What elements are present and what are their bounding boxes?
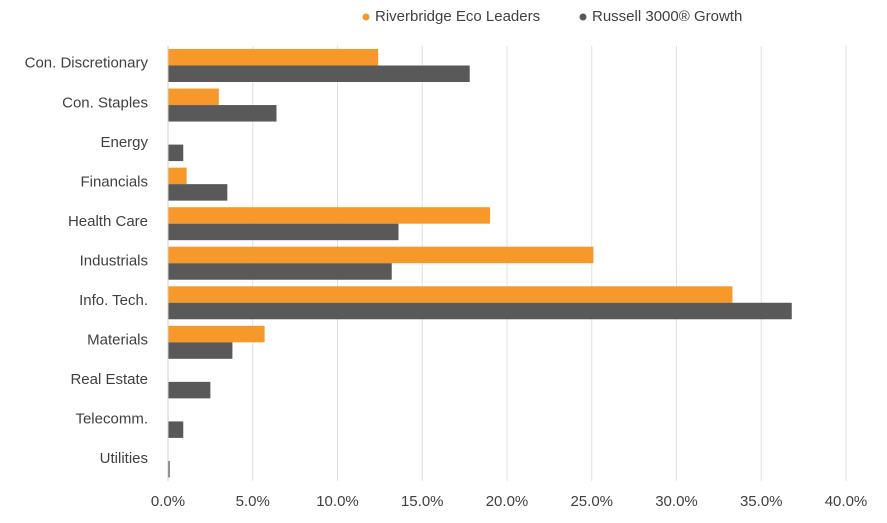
bar (168, 49, 379, 66)
legend-label: Riverbridge Eco Leaders (375, 8, 540, 25)
legend-marker (579, 13, 587, 21)
bar (168, 207, 491, 224)
x-tick-label: 25.0% (570, 493, 613, 510)
x-tick-label: 20.0% (486, 493, 529, 510)
bar (168, 223, 399, 241)
y-tick-label: Financials (80, 173, 148, 190)
bar (168, 302, 792, 320)
y-tick-label: Real Estate (70, 371, 148, 388)
y-tick-label: Con. Discretionary (25, 55, 149, 72)
bar (168, 325, 265, 343)
bar (168, 65, 470, 82)
bar (168, 263, 392, 280)
x-tick-label: 5.0% (236, 493, 270, 510)
bar (168, 105, 277, 122)
y-tick-label: Energy (100, 134, 148, 151)
y-tick-label: Health Care (68, 213, 148, 230)
x-tick-label: 35.0% (740, 493, 783, 510)
bar (168, 88, 219, 106)
y-tick-label: Industrials (80, 252, 148, 269)
bar (168, 167, 187, 185)
x-tick-label: 40.0% (825, 493, 868, 510)
y-tick-label: Con. Staples (62, 94, 148, 111)
bar (168, 144, 184, 162)
x-tick-label: 30.0% (655, 493, 698, 510)
bar (168, 421, 184, 438)
y-tick-label: Materials (87, 332, 148, 349)
x-tick-label: 10.0% (316, 493, 359, 510)
bar (168, 184, 228, 201)
y-tick-label: Telecomm. (75, 411, 148, 428)
x-tick-label: 15.0% (401, 493, 444, 510)
legend-label: Russell 3000® Growth (592, 8, 742, 25)
x-tick-label: 0.0% (151, 493, 185, 510)
bar (168, 246, 594, 264)
bar (168, 286, 733, 303)
bar (168, 381, 211, 399)
y-tick-label: Utilities (100, 450, 148, 467)
legend-marker (362, 13, 370, 21)
bar (168, 342, 233, 359)
bar (168, 460, 170, 478)
y-tick-label: Info. Tech. (79, 292, 148, 309)
